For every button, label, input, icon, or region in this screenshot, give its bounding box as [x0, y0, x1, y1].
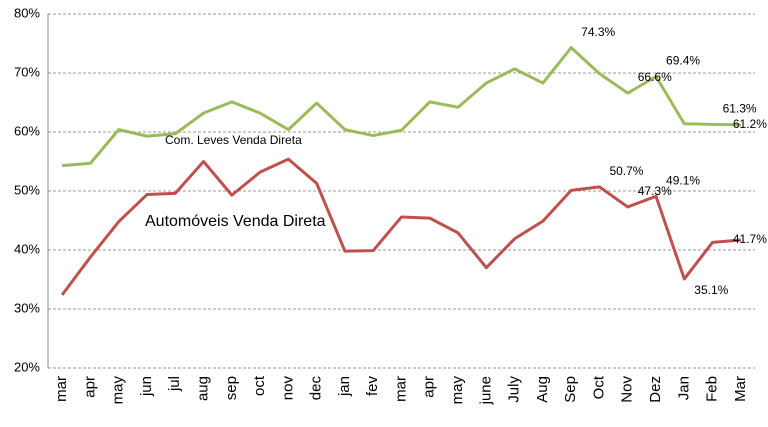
x-tick-label: jun	[138, 376, 155, 397]
x-tick-label: apr	[81, 376, 98, 398]
series-line	[62, 46, 741, 168]
x-tick-label: oct	[251, 375, 268, 396]
x-tick-label: Feb	[704, 376, 721, 402]
x-tick-label: dec	[308, 376, 325, 401]
data-label: 66.6%	[638, 70, 672, 84]
y-tick-label: 60%	[14, 123, 40, 138]
x-tick-label: apr	[421, 376, 438, 398]
x-tick-label: june	[477, 376, 494, 405]
y-tick-label: 80%	[14, 5, 40, 20]
data-label: 74.3%	[581, 25, 615, 39]
x-tick-label: Nov	[619, 376, 636, 403]
series-label: Automóveis Venda Direta	[145, 213, 326, 230]
data-label: 49.1%	[666, 173, 700, 187]
x-tick-label: Jan	[675, 376, 692, 400]
x-tick-label: Dez	[647, 376, 664, 403]
x-tick-label: Oct	[590, 375, 607, 399]
x-tick-label: aug	[195, 376, 212, 401]
y-tick-label: 30%	[14, 300, 40, 315]
x-tick-label: may	[449, 376, 466, 405]
x-tick-label: Aug	[534, 376, 551, 403]
x-tick-label: fev	[364, 376, 381, 397]
y-tick-label: 70%	[14, 64, 40, 79]
x-tick-label: jan	[336, 376, 353, 397]
data-label: 50.7%	[609, 164, 643, 178]
data-label: 41.7%	[733, 232, 767, 246]
series-line	[60, 157, 741, 296]
x-tick-label: Sep	[562, 376, 579, 403]
data-label: 69.4%	[666, 54, 700, 68]
series-label: Com. Leves Venda Direta	[165, 133, 302, 147]
data-label: 61.2%	[733, 117, 767, 131]
x-tick-label: nov	[279, 376, 296, 401]
x-tick-label: may	[110, 376, 127, 405]
y-tick-label: 40%	[14, 241, 40, 256]
data-label: 35.1%	[694, 283, 728, 297]
x-tick-label: July	[506, 376, 523, 403]
x-tick-label: jul	[166, 376, 183, 392]
data-label: 47.3%	[638, 184, 672, 198]
x-tick-label: Mar	[732, 376, 749, 402]
x-tick-label: mar	[392, 376, 409, 402]
y-tick-label: 50%	[14, 182, 40, 197]
x-tick-label: mar	[53, 376, 70, 402]
y-tick-label: 20%	[14, 359, 40, 374]
x-tick-label: sep	[223, 376, 240, 400]
data-label: 61.3%	[723, 102, 757, 116]
